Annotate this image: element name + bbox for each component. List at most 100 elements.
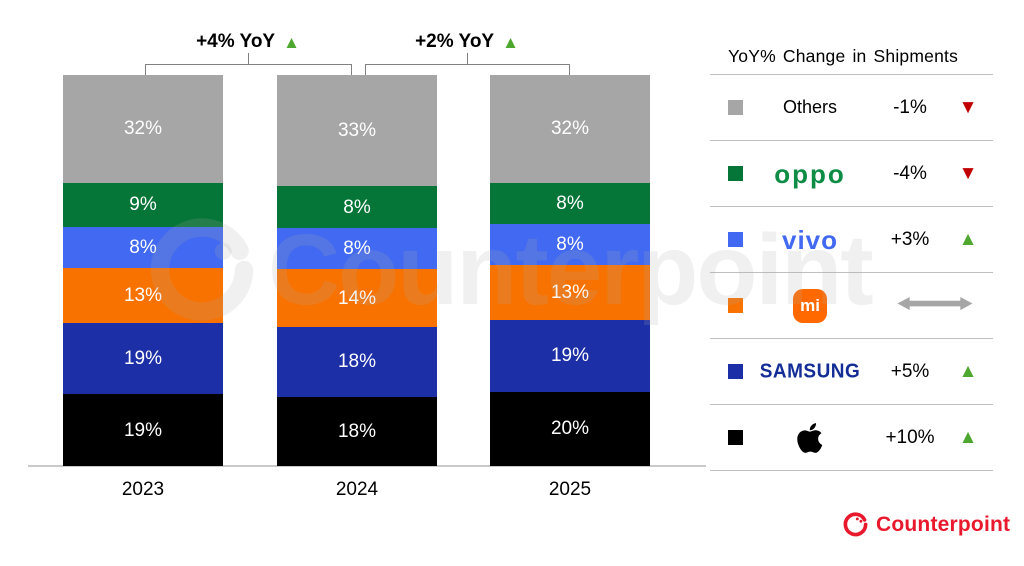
counterpoint-mark-icon <box>843 512 868 537</box>
yoy-change-value: -4% <box>893 162 927 184</box>
mi-logo-text: mi <box>800 296 820 315</box>
segment-value-label: 14% <box>337 287 377 309</box>
others-swatch <box>728 100 743 115</box>
segment-oppo-2025: 8% <box>490 182 650 224</box>
yoy-annotation-label: +2% YoY <box>415 31 495 52</box>
vivo-swatch <box>728 232 743 247</box>
triangle-up-icon: ▲ <box>502 32 519 52</box>
vivo-wordmark: vivo <box>781 224 839 255</box>
triangle-up-icon: ▲ <box>958 426 978 448</box>
legend-row-samsung: SAMSUNG +5% ▲ <box>710 338 993 404</box>
segment-apple-2024: 18% <box>277 396 437 466</box>
oppo-swatch <box>728 166 743 181</box>
change-icon-cell: ▼ <box>943 98 993 118</box>
stacked-bar-2024: 33% 8% 8% 14% 18% 18% <box>277 75 437 466</box>
segment-value-label: 19% <box>550 345 590 367</box>
oppo-wordmark: oppo <box>774 158 846 189</box>
apple-swatch <box>728 430 743 445</box>
x-axis-label-2025: 2025 <box>548 479 592 500</box>
yoy-change-value: -1% <box>893 96 927 118</box>
segment-value-label: 8% <box>343 196 371 218</box>
segment-others-2024: 33% <box>277 75 437 187</box>
yoy-bracket-tick-2 <box>467 53 468 64</box>
yoy-annotation-1: +4% YoY ▲ <box>196 31 300 53</box>
yoy-change-value: +10% <box>885 426 935 448</box>
segment-value-label: 32% <box>123 118 163 140</box>
segment-value-label: 20% <box>550 418 590 440</box>
change-icon-cell: ▲ <box>943 230 993 250</box>
samsung-wordmark: SAMSUNG <box>759 360 861 383</box>
yoy-change-value: +3% <box>890 228 930 250</box>
legend-row-vivo: vivo +3% ▲ <box>710 206 993 272</box>
legend-title: YoY% Change in Shipments <box>728 45 959 66</box>
stacked-bar-2025: 32% 8% 8% 13% 19% 20% <box>490 75 650 466</box>
legend-row-apple: +10% ▲ <box>710 404 993 470</box>
segment-value-label: 18% <box>337 351 377 373</box>
samsung-swatch <box>728 364 743 379</box>
yoy-bracket-2 <box>365 64 570 75</box>
segment-value-label: 19% <box>123 419 163 441</box>
segment-xiaomi-2024: 14% <box>277 269 437 328</box>
brand-cell-vivo: vivo <box>743 227 877 253</box>
stacked-bar-2023: 32% 9% 8% 13% 19% 19% <box>63 75 223 466</box>
segment-value-label: 8% <box>556 192 584 214</box>
segment-oppo-2023: 9% <box>63 182 223 227</box>
xiaomi-mi-logo: mi <box>793 288 827 323</box>
segment-value-label: 9% <box>129 194 157 216</box>
x-axis-line <box>28 465 706 467</box>
segment-samsung-2024: 18% <box>277 327 437 397</box>
segment-value-label: 13% <box>123 284 163 306</box>
legend-panel: YoY% Change in Shipments Others -1% ▼ oppo -… <box>710 38 993 471</box>
segment-value-label: 19% <box>123 348 163 370</box>
segment-others-2023: 32% <box>63 75 223 183</box>
brand-cell-apple <box>743 421 877 455</box>
legend-row-others: Others -1% ▼ <box>710 74 993 140</box>
triangle-up-icon: ▲ <box>958 228 978 250</box>
yoy-change-value: +5% <box>890 360 930 382</box>
segment-vivo-2025: 8% <box>490 223 650 265</box>
yoy-bracket-tick-1 <box>248 53 249 64</box>
segment-value-label: 18% <box>337 420 377 442</box>
segment-value-label: 8% <box>556 233 584 255</box>
segment-value-label: 8% <box>129 236 157 258</box>
segment-apple-2023: 19% <box>63 394 223 466</box>
arrow-both-icon <box>897 296 973 316</box>
x-axis-label-2024: 2024 <box>335 479 379 500</box>
apple-logo-icon <box>797 422 823 453</box>
legend-row-xiaomi: mi <box>710 272 993 338</box>
segment-samsung-2025: 19% <box>490 319 650 392</box>
segment-oppo-2024: 8% <box>277 186 437 228</box>
triangle-up-icon: ▲ <box>283 32 300 52</box>
triangle-down-icon: ▼ <box>958 96 978 118</box>
triangle-down-icon: ▼ <box>958 162 978 184</box>
segment-value-label: 8% <box>343 237 371 259</box>
yoy-annotation-label: +4% YoY <box>196 31 276 52</box>
change-icon-cell: ▼ <box>943 164 993 184</box>
segment-xiaomi-2023: 13% <box>63 267 223 323</box>
brand-cell-samsung: SAMSUNG <box>743 360 877 383</box>
segment-value-label: 33% <box>337 120 377 142</box>
segment-value-label: 32% <box>550 118 590 140</box>
segment-value-label: 13% <box>550 281 590 303</box>
yoy-annotation-2: +2% YoY ▲ <box>415 31 519 53</box>
change-icon-cell: ▲ <box>943 362 993 382</box>
yoy-bracket-1 <box>145 64 352 75</box>
triangle-up-icon: ▲ <box>958 360 978 382</box>
legend-row-oppo: oppo -4% ▼ <box>710 140 993 206</box>
xiaomi-swatch <box>728 298 743 313</box>
segment-others-2025: 32% <box>490 75 650 183</box>
counterpoint-wordmark: Counterpoint <box>876 512 1011 536</box>
segment-vivo-2023: 8% <box>63 226 223 268</box>
legend-rows: Others -1% ▼ oppo -4% ▼ vivo +3% ▲ mi SAMSUNG +5% ▲ +… <box>710 74 993 470</box>
segment-vivo-2024: 8% <box>277 227 437 270</box>
brand-cell-others: Others <box>743 97 877 118</box>
x-axis-label-2023: 2023 <box>121 479 165 500</box>
brand-cell-oppo: oppo <box>743 161 877 187</box>
brand-cell-xiaomi: mi <box>743 288 877 323</box>
change-icon-cell: ▲ <box>943 428 993 448</box>
segment-samsung-2023: 19% <box>63 322 223 395</box>
others-label: Others <box>782 97 838 117</box>
segment-xiaomi-2025: 13% <box>490 264 650 320</box>
segment-apple-2025: 20% <box>490 391 650 466</box>
